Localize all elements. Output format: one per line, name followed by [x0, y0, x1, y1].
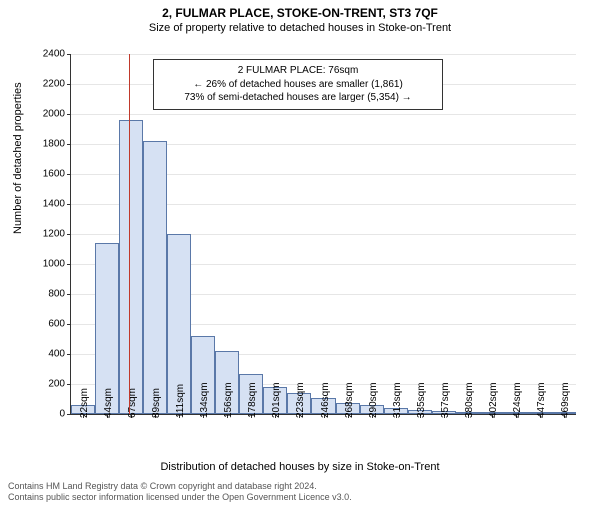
ytick-mark — [67, 294, 71, 295]
ytick-label: 1000 — [43, 259, 65, 270]
property-marker-line — [129, 54, 130, 414]
ytick-label: 2200 — [43, 79, 65, 90]
xtick-label: 402sqm — [488, 382, 499, 418]
x-axis-label: Distribution of detached houses by size … — [0, 461, 600, 473]
xtick-label: 290sqm — [368, 382, 379, 418]
ytick-mark — [67, 324, 71, 325]
ytick-mark — [67, 144, 71, 145]
xtick-label: 447sqm — [536, 382, 547, 418]
ytick-label: 1800 — [43, 139, 65, 150]
chart-title-sub: Size of property relative to detached ho… — [0, 22, 600, 34]
histogram-bar — [143, 141, 167, 414]
ytick-label: 2000 — [43, 109, 65, 120]
xtick-label: 201sqm — [271, 382, 282, 418]
ytick-mark — [67, 204, 71, 205]
ytick-label: 2400 — [43, 49, 65, 60]
ytick-mark — [67, 384, 71, 385]
ytick-mark — [67, 354, 71, 355]
xtick-label: 424sqm — [512, 382, 523, 418]
xtick-label: 357sqm — [440, 382, 451, 418]
footer-line-1: Contains HM Land Registry data © Crown c… — [8, 481, 352, 491]
ytick-mark — [67, 174, 71, 175]
ytick-mark — [67, 84, 71, 85]
xtick-label: 469sqm — [560, 382, 571, 418]
ytick-label: 1600 — [43, 169, 65, 180]
xtick-label: 44sqm — [103, 388, 114, 418]
xtick-label: 313sqm — [392, 382, 403, 418]
xtick-label: 335sqm — [416, 382, 427, 418]
footer-attribution: Contains HM Land Registry data © Crown c… — [8, 481, 352, 502]
ytick-label: 1400 — [43, 199, 65, 210]
xtick-label: 156sqm — [223, 382, 234, 418]
info-box-line: 73% of semi-detached houses are larger (… — [162, 91, 434, 105]
ytick-mark — [67, 54, 71, 55]
xtick-label: 134sqm — [199, 382, 210, 418]
y-axis-label: Number of detached properties — [12, 82, 24, 234]
xtick-label: 178sqm — [247, 382, 258, 418]
xtick-label: 268sqm — [344, 382, 355, 418]
ytick-label: 1200 — [43, 229, 65, 240]
ytick-mark — [67, 264, 71, 265]
xtick-label: 223sqm — [295, 382, 306, 418]
xtick-label: 89sqm — [151, 388, 162, 418]
xtick-label: 111sqm — [175, 384, 186, 418]
footer-line-2: Contains public sector information licen… — [8, 492, 352, 502]
ytick-label: 0 — [59, 409, 65, 420]
grid-line — [71, 114, 576, 115]
info-box-line: ← 26% of detached houses are smaller (1,… — [162, 78, 434, 92]
ytick-label: 800 — [48, 289, 65, 300]
info-box-line: 2 FULMAR PLACE: 76sqm — [162, 64, 434, 78]
ytick-label: 600 — [48, 319, 65, 330]
ytick-label: 200 — [48, 379, 65, 390]
info-box: 2 FULMAR PLACE: 76sqm← 26% of detached h… — [153, 59, 443, 110]
chart-title-main: 2, FULMAR PLACE, STOKE-ON-TRENT, ST3 7QF — [0, 6, 600, 20]
grid-line — [71, 54, 576, 55]
ytick-mark — [67, 114, 71, 115]
ytick-mark — [67, 234, 71, 235]
xtick-label: 246sqm — [320, 382, 331, 418]
ytick-label: 400 — [48, 349, 65, 360]
ytick-mark — [67, 414, 71, 415]
xtick-label: 380sqm — [464, 382, 475, 418]
histogram-bar — [119, 120, 143, 414]
chart-plot-area: 0200400600800100012001400160018002000220… — [70, 54, 576, 415]
xtick-label: 22sqm — [79, 388, 90, 418]
